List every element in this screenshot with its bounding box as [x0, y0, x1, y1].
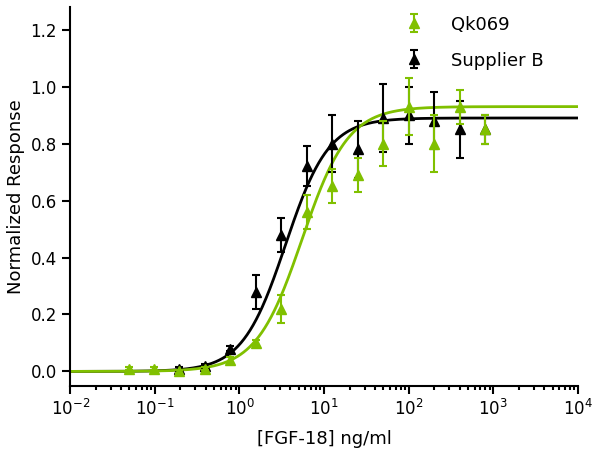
- X-axis label: [FGF-18] ng/ml: [FGF-18] ng/ml: [257, 430, 392, 448]
- Y-axis label: Normalized Response: Normalized Response: [7, 99, 25, 293]
- Legend: Qk069, Supplier B: Qk069, Supplier B: [384, 8, 551, 77]
